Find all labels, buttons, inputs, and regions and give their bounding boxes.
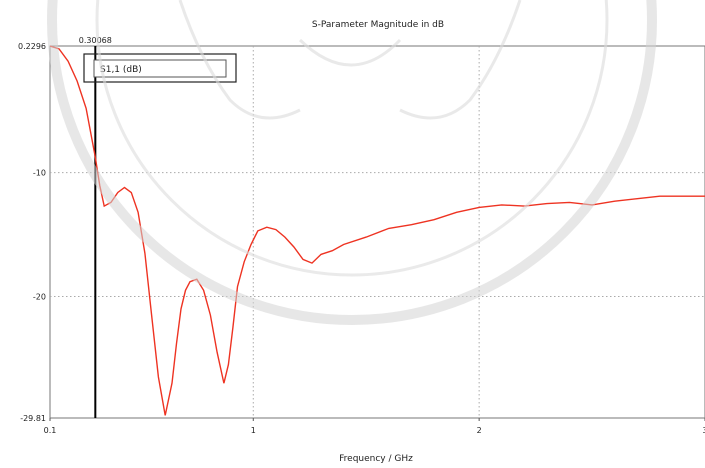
- chart-title: S-Parameter Magnitude in dB: [312, 20, 444, 30]
- y-tick-label: -20: [33, 293, 46, 302]
- y-axis-tick-labels: 0.2296 -10 -20 -29.81: [18, 42, 46, 423]
- x-axis-label: Frequency / GHz: [339, 454, 413, 464]
- x-tick-label: 1: [251, 426, 256, 435]
- x-tick-label: 0.1: [44, 426, 57, 435]
- x-tick-label: 3: [702, 426, 705, 435]
- y-tick-label: -10: [33, 169, 46, 178]
- x-axis-tick-labels: 0.1 1 2 3: [44, 418, 705, 435]
- legend-entry-s11: S1,1 (dB): [100, 65, 142, 75]
- y-tick-label: 0.2296: [18, 42, 46, 51]
- y-tick-label: -29.81: [20, 414, 46, 423]
- x-tick-label: 2: [477, 426, 482, 435]
- frequency-marker-label: 0.30068: [79, 36, 112, 45]
